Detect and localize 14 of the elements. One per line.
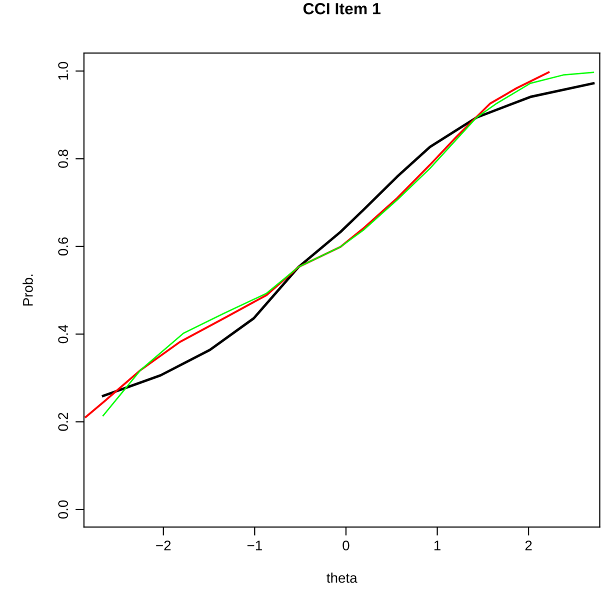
y-tick-label: 0.4 <box>58 324 68 344</box>
y-tick-label: 0.8 <box>58 150 68 168</box>
x-tick-label: −1 <box>247 540 262 550</box>
x-tick-label: 1 <box>434 540 440 550</box>
y-tick-label: 1.0 <box>58 62 68 80</box>
x-tick-label: 2 <box>525 540 532 550</box>
x-tick-label: −2 <box>156 540 171 550</box>
y-axis-title: Prob. <box>22 274 33 306</box>
chart-title: CCI Item 1 <box>303 3 380 14</box>
x-axis-title: theta <box>326 572 358 583</box>
y-tick-label: 0.0 <box>58 500 68 519</box>
y-tick-label: 0.2 <box>58 412 68 431</box>
y-tick-label: 0.6 <box>58 237 68 256</box>
x-tick-label: 0 <box>342 540 350 550</box>
